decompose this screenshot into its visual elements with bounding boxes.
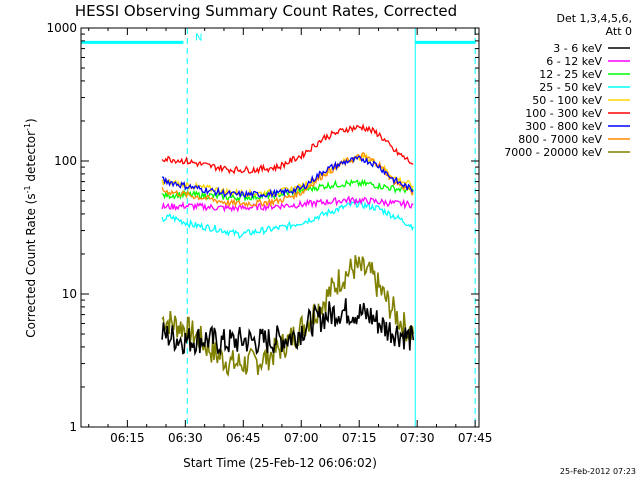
y-tick-label: 1000: [46, 21, 77, 35]
series-line-7000-20000-kev: [161, 255, 415, 378]
series-line-12-25-kev: [161, 178, 414, 203]
series-line-100-300-kev: [161, 123, 414, 175]
x-tick-label: 06:45: [226, 431, 261, 445]
legend-label: 3 - 6 keV: [553, 42, 602, 55]
legend-header-2: Att 0: [606, 25, 632, 38]
x-tick-label: 07:00: [284, 431, 319, 445]
legend-label: 25 - 50 keV: [539, 81, 602, 94]
legend-label: 50 - 100 keV: [532, 94, 602, 107]
x-axis: 06:15 06:30 06:45 07:00 07:15 07:30 07:45: [88, 28, 493, 445]
x-tick-label: 06:30: [168, 431, 203, 445]
legend-header-1: Det 1,3,4,5,6,: [556, 12, 632, 25]
plot-frame: [80, 27, 480, 428]
legend-label: 7000 - 20000 keV: [504, 146, 602, 159]
y-axis-label: Corrected Count Rate (s-1 detector-1): [23, 118, 38, 337]
series-line-25-50-kev: [161, 198, 414, 239]
y-axis: 1 10 100 1000: [46, 21, 479, 434]
legend-label: 100 - 300 keV: [525, 107, 602, 120]
x-tick-label: 07:15: [342, 431, 377, 445]
series-line-800-7000-kev: [161, 151, 414, 209]
x-tick-label: 06:15: [110, 431, 145, 445]
legend-label: 6 - 12 keV: [546, 55, 602, 68]
timestamp: 25-Feb-2012 07:23: [560, 467, 636, 476]
x-tick-label: 07:30: [400, 431, 435, 445]
x-axis-label: Start Time (25-Feb-12 06:06:02): [183, 456, 377, 470]
chart-title: HESSI Observing Summary Count Rates, Cor…: [75, 2, 457, 20]
legend-label: 12 - 25 keV: [539, 68, 602, 81]
x-tick-label: 07:45: [458, 431, 493, 445]
legend-label: 800 - 7000 keV: [518, 133, 602, 146]
series-line-3-6-kev: [161, 298, 415, 357]
series-line-6-12-kev: [161, 195, 414, 213]
attenuator-annotation: N: [195, 32, 202, 43]
y-tick-label: 100: [54, 154, 77, 168]
y-tick-label: 1: [69, 420, 77, 434]
legend-label: 300 - 800 keV: [525, 120, 602, 133]
plot-area: N: [80, 28, 476, 427]
y-tick-label: 10: [62, 287, 77, 301]
series-line-300-800-kev: [162, 155, 414, 200]
